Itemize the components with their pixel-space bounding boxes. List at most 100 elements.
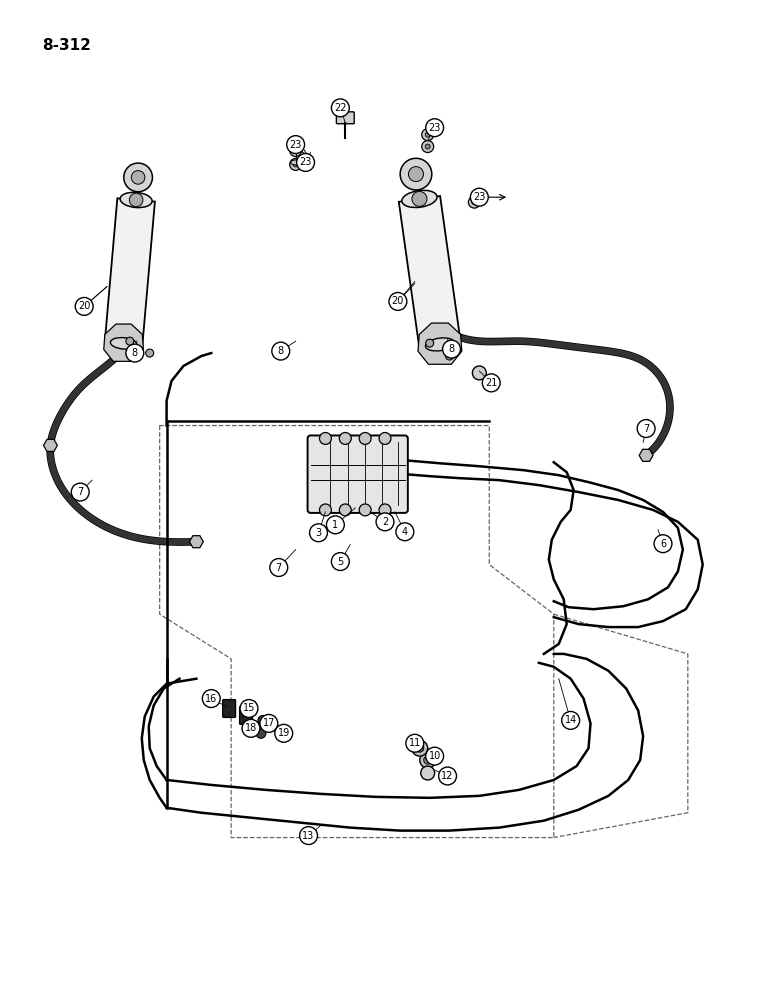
Circle shape	[637, 420, 655, 437]
Circle shape	[562, 711, 580, 729]
Circle shape	[408, 167, 424, 182]
Circle shape	[411, 740, 428, 756]
Text: 4: 4	[401, 527, 408, 537]
Text: 17: 17	[262, 718, 275, 728]
Circle shape	[327, 516, 344, 534]
Circle shape	[470, 188, 488, 206]
Text: 23: 23	[428, 123, 441, 133]
FancyBboxPatch shape	[222, 700, 235, 717]
Text: 7: 7	[643, 424, 649, 434]
FancyBboxPatch shape	[337, 112, 354, 124]
Text: 8: 8	[449, 344, 455, 354]
Circle shape	[130, 193, 143, 207]
Text: 7: 7	[77, 487, 83, 497]
Text: 8: 8	[278, 346, 284, 356]
Circle shape	[240, 700, 258, 717]
Circle shape	[331, 99, 349, 117]
Circle shape	[359, 432, 371, 444]
Circle shape	[425, 119, 444, 137]
Text: 3: 3	[316, 528, 322, 538]
Circle shape	[422, 141, 434, 153]
Circle shape	[425, 144, 430, 149]
Circle shape	[293, 162, 298, 167]
Ellipse shape	[120, 192, 152, 208]
Polygon shape	[189, 536, 203, 548]
Circle shape	[472, 366, 486, 380]
Polygon shape	[43, 439, 57, 451]
Circle shape	[400, 158, 432, 190]
Ellipse shape	[425, 338, 455, 351]
Circle shape	[256, 728, 266, 738]
Circle shape	[340, 432, 351, 444]
Text: 8-312: 8-312	[42, 38, 91, 53]
Circle shape	[425, 747, 444, 765]
Circle shape	[406, 734, 424, 752]
Ellipse shape	[402, 190, 437, 208]
Circle shape	[424, 756, 432, 764]
Circle shape	[420, 752, 435, 768]
Text: 14: 14	[564, 715, 577, 725]
Circle shape	[422, 129, 434, 141]
Circle shape	[268, 721, 278, 731]
Circle shape	[126, 344, 144, 362]
Text: 20: 20	[391, 296, 404, 306]
Text: 5: 5	[337, 557, 344, 567]
Text: 20: 20	[78, 301, 90, 311]
Circle shape	[445, 352, 453, 360]
Circle shape	[359, 504, 371, 516]
Circle shape	[286, 136, 305, 154]
Circle shape	[379, 504, 391, 516]
Text: 1: 1	[332, 520, 338, 530]
Circle shape	[438, 767, 456, 785]
Text: 16: 16	[205, 694, 218, 704]
Text: 22: 22	[334, 103, 347, 113]
Ellipse shape	[110, 338, 137, 349]
Circle shape	[290, 158, 302, 170]
Circle shape	[296, 154, 314, 171]
Ellipse shape	[473, 198, 481, 203]
Circle shape	[131, 171, 145, 184]
Circle shape	[416, 744, 424, 752]
Polygon shape	[399, 196, 461, 347]
Circle shape	[425, 132, 430, 137]
Polygon shape	[418, 323, 462, 364]
Text: 19: 19	[278, 728, 290, 738]
Circle shape	[146, 349, 154, 357]
Circle shape	[71, 483, 89, 501]
Circle shape	[320, 504, 331, 516]
Circle shape	[379, 432, 391, 444]
Text: 7: 7	[276, 563, 282, 573]
Circle shape	[340, 504, 351, 516]
Circle shape	[654, 535, 672, 553]
Ellipse shape	[291, 160, 300, 165]
Circle shape	[270, 559, 288, 576]
FancyBboxPatch shape	[307, 435, 408, 513]
Circle shape	[202, 690, 220, 707]
Circle shape	[412, 191, 427, 206]
Circle shape	[425, 339, 434, 347]
Circle shape	[331, 553, 349, 570]
Circle shape	[75, 297, 93, 315]
Polygon shape	[105, 198, 155, 345]
Text: 2: 2	[382, 517, 388, 527]
Circle shape	[376, 513, 394, 531]
Circle shape	[396, 523, 414, 541]
Circle shape	[472, 200, 477, 205]
Text: 15: 15	[243, 703, 256, 713]
Text: 23: 23	[300, 157, 312, 167]
Polygon shape	[639, 449, 653, 461]
Circle shape	[421, 766, 435, 780]
Text: 21: 21	[485, 378, 497, 388]
Text: 23: 23	[473, 192, 486, 202]
Text: 11: 11	[408, 738, 421, 748]
Circle shape	[260, 714, 278, 732]
Circle shape	[320, 432, 331, 444]
Text: 23: 23	[290, 140, 302, 150]
Circle shape	[242, 719, 260, 737]
Text: 6: 6	[660, 539, 666, 549]
Circle shape	[300, 827, 317, 845]
FancyBboxPatch shape	[239, 707, 252, 724]
Circle shape	[310, 524, 327, 542]
Text: 13: 13	[303, 831, 315, 841]
Circle shape	[126, 337, 134, 345]
